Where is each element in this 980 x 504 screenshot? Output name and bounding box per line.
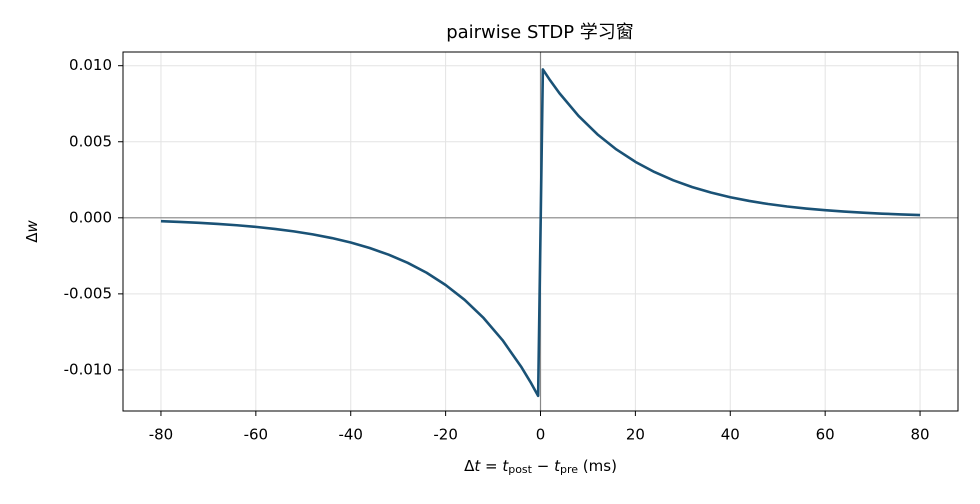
y-axis-label-part: w xyxy=(23,220,41,233)
x-tick-label: -80 xyxy=(149,426,174,444)
x-axis-label-part: = xyxy=(480,457,502,475)
y-axis-label-part: Δ xyxy=(23,232,41,243)
x-axis-label-part: t xyxy=(474,457,481,475)
x-tick-label: 0 xyxy=(536,426,546,444)
data-line xyxy=(160,68,921,398)
x-axis-label-part: − xyxy=(532,457,554,475)
x-axis-label-part: Δ xyxy=(464,457,475,475)
x-axis-label-part: pre xyxy=(560,463,578,476)
x-tick-label: -20 xyxy=(433,426,458,444)
y-axis-label: Δw xyxy=(23,220,41,243)
x-tick-label: -60 xyxy=(244,426,269,444)
y-tick-label: 0.005 xyxy=(69,132,112,150)
y-tick-label: 0.010 xyxy=(69,56,112,74)
y-tick-label: -0.005 xyxy=(64,284,112,302)
x-axis-label-part: (ms) xyxy=(578,457,617,475)
chart-title: pairwise STDP 学习窗 xyxy=(446,22,634,43)
y-tick-label: -0.010 xyxy=(64,360,112,378)
plot-frame xyxy=(122,51,959,412)
x-tick-label: 20 xyxy=(626,426,645,444)
y-tick-label: 0.000 xyxy=(69,208,112,226)
x-tick-label: 80 xyxy=(910,426,929,444)
x-tick-label: -40 xyxy=(338,426,363,444)
x-axis-label-part: t xyxy=(554,457,561,475)
x-axis-label-part: t xyxy=(502,457,509,475)
x-tick-label: 40 xyxy=(721,426,740,444)
x-tick-label: 60 xyxy=(816,426,835,444)
x-axis-label-part: post xyxy=(508,463,532,476)
x-axis-label: Δt = tpost − tpre (ms) xyxy=(464,457,617,477)
